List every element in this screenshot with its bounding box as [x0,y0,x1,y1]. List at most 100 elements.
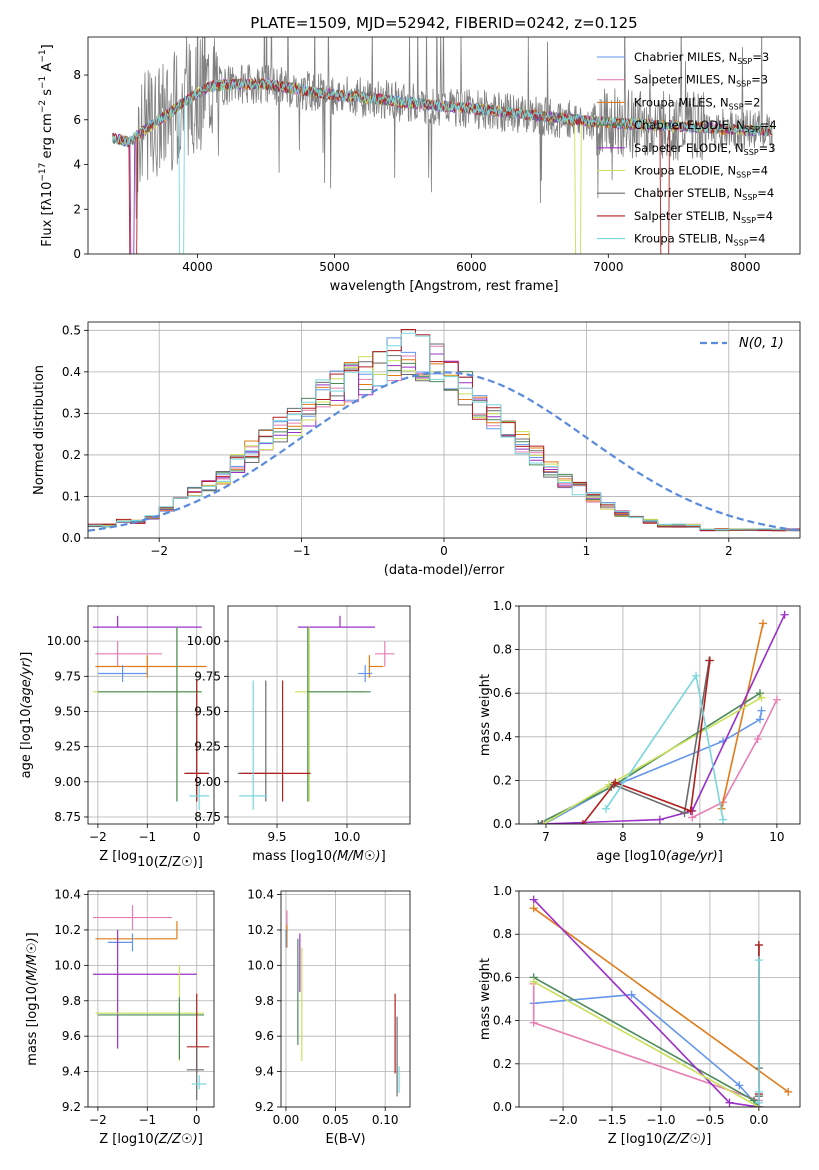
y-tick-label: 8 [73,68,81,82]
mass-vs-Z-axes: −2 −1 0 9.2 9.4 9.6 9.8 10.0 10.2 10.4 Z [log10(Z/… [25,888,215,1147]
weight-series-kroupa-stelib [601,671,728,824]
weight-point [757,693,766,702]
weight-point [755,689,764,698]
errorbar-salpeter-elodie [298,615,375,628]
weight-vs-Z-frame [518,890,801,1108]
errorbar-salpeter-stelib [240,680,311,802]
weight-point [627,990,636,999]
weight-point [578,820,587,824]
errorbar-salpeter-elodie [92,615,202,628]
series-kroupa-stelib [112,77,773,254]
weight-point [719,815,728,824]
errorbar-kroupa-stelib [189,781,210,810]
x-tick-label: −2 [150,544,168,558]
mass-vs-EBV-axes: 0.00 0.05 0.10 9.2 9.4 9.6 9.8 10.0 10.2 10.4 E(B-… [247,888,411,1147]
x-tick-label: 8 [619,830,627,844]
y-tick-label: 9.25 [194,740,221,754]
legend-label: Chabrier ELODIE, NSSP=4 [634,118,777,134]
x-axis-label: (data-model)/error [384,563,505,578]
weight-point [757,706,766,715]
legend-entry-chabrier-elodie: Chabrier ELODIE, NSSP=4 [597,118,777,134]
age-vs-Z-plot-area [92,615,210,810]
spectrum-plot-area [112,37,773,254]
x-tick-label: 10.0 [334,830,361,844]
weight-line [544,710,763,824]
errorbar-chabrier-stelib [186,1046,205,1100]
x-tick-label: 0.05 [322,1113,349,1127]
age-vs-Z-axes: −2 −1 0 8.75 9.00 9.25 9.50 9.75 10.00 Z [log10(Z… [19,605,215,870]
weight-point [705,656,714,665]
weight-point [534,820,543,824]
weight-line [533,907,789,1093]
x-axis-label: E(B-V) [325,1132,365,1147]
y-axis-label: Flux [fλ10−17 erg cm−2 s−1 A−1] [38,44,55,246]
y-tick-label: 9.50 [54,704,81,718]
weight-line [720,623,764,809]
weight-point [529,895,538,904]
y-tick-label: 0.8 [493,927,512,941]
legend-label: Chabrier MILES, NSSP=3 [634,50,769,66]
y-tick-label: 0.0 [62,531,81,545]
weight-point [680,809,689,818]
legend-entry-salpeter-stelib: Salpeter STELIB, NSSP=4 [597,209,773,225]
y-tick-label: 4 [73,158,81,172]
y-tick-label: 9.00 [194,775,221,789]
x-tick-label: −0.5 [695,1113,724,1127]
y-tick-label: 9.2 [62,1100,81,1114]
x-tick-label: −2 [89,1113,107,1127]
weight-point [538,820,547,824]
errorbar-chabrier-stelib [237,680,280,802]
weight-point [754,956,763,965]
legend-entry-chabrier-stelib: Chabrier STELIB, NSSP=4 [597,186,774,202]
x-tick-label: 7000 [593,260,624,274]
x-tick-label: −1.5 [597,1113,626,1127]
x-tick-label: 10 [769,830,784,844]
legend-label: Kroupa STELIB, NSSP=4 [634,232,765,248]
weight-point [755,715,764,724]
residuals-frame [87,321,801,539]
weight-line [582,660,711,824]
errorbar-salpeter-miles [92,905,172,930]
x-tick-label: −1.0 [646,1113,675,1127]
errorbar-kroupa-miles [95,921,178,940]
figure-title: PLATE=1509, MJD=52942, FIBERID=0242, z=0… [250,14,637,32]
errorbar-kroupa-stelib [191,1075,207,1090]
y-tick-label: 0.2 [493,1057,512,1071]
legend-entry-kroupa-miles: Kroupa MILES, NSSP=2 [597,95,760,111]
y-tick-label: 10.0 [54,958,81,972]
errorbar-kroupa-stelib [239,680,268,810]
y-tick-label: 0.4 [62,365,81,379]
y-tick-label: 0.6 [493,686,512,700]
age-vs-Z-frame [87,605,215,825]
y-tick-label: 0.6 [493,970,512,984]
y-tick-label: 0.1 [62,489,81,503]
weight-series-salpeter-elodie [538,610,789,824]
weight-point [529,904,538,913]
weight-point [725,1098,734,1107]
y-tick-label: 1.0 [493,884,512,898]
mass-vs-EBV-plot-area [285,910,400,1097]
weight-point [754,941,763,949]
normal-curve [88,371,800,532]
y-tick-label: 9.75 [54,669,81,683]
weight-series-chabrier-stelib [609,656,714,818]
weight-point [655,815,664,824]
y-tick-label: 9.50 [194,704,221,718]
residuals-axes: −2 −1 0 1 2 0.0 0.1 0.2 0.3 0.4 0.5 (data-model)/er… [32,321,801,578]
y-tick-label: 1.0 [493,599,512,613]
y-axis-label: mass weight [478,674,493,756]
legend-label: Chabrier STELIB, NSSP=4 [634,186,774,202]
x-axis-label: wavelength [Angstrom, rest frame] [330,279,559,294]
y-tick-label: 0 [73,247,81,261]
weight-vs-age-plot-area [534,610,789,824]
x-axis-label: Z [log10(Z/Z☉)] [99,849,203,870]
legend-entry-kroupa-elodie: Kroupa ELODIE, NSSP=4 [597,164,768,180]
x-tick-label: 6000 [456,260,487,274]
x-tick-label: 7 [542,830,550,844]
x-tick-label: 0 [193,1113,201,1127]
weight-series-salpeter-miles [688,695,781,822]
spectrum-axes: 4000 5000 6000 7000 8000 0 2 4 6 8 wavelength [Ang… [38,36,801,294]
legend-label: Salpeter ELODIE, NSSP=3 [634,141,776,157]
y-tick-label: 0.3 [62,406,81,420]
errorbar-chabrier-elodie [307,627,371,802]
